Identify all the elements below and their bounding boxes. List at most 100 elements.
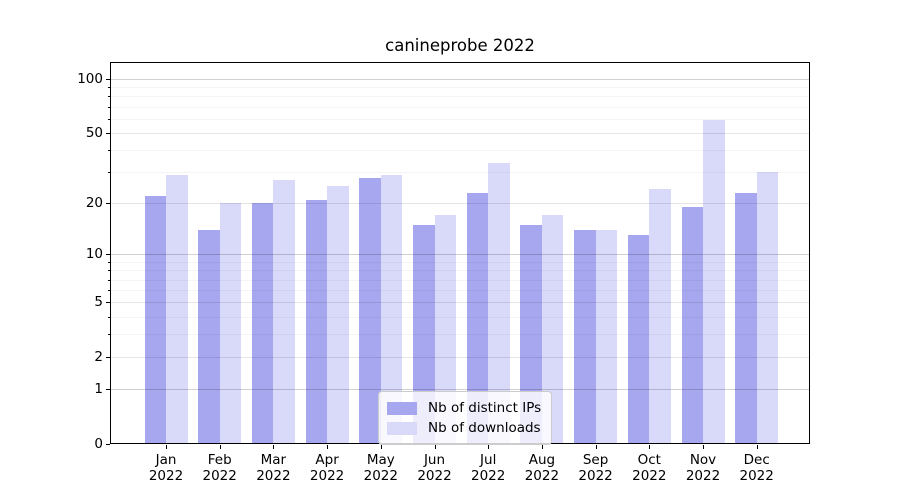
y-gridline-minor — [110, 316, 810, 318]
x-tick-mark — [649, 445, 651, 449]
y-tick-mark-minor — [107, 334, 110, 336]
bar-nb-of-downloads-apr-2022 — [327, 186, 349, 444]
x-tick-mark — [756, 445, 758, 449]
y-gridline-minor — [110, 334, 810, 336]
bar-nb-of-distinct-ips-nov-2022 — [681, 207, 703, 444]
bar-nb-of-distinct-ips-jun-2022 — [413, 224, 435, 444]
bar-nb-of-distinct-ips-may-2022 — [359, 177, 381, 444]
y-tick-mark — [106, 133, 110, 135]
y-gridline-major — [110, 203, 810, 205]
legend-swatch-distinct-ips — [387, 401, 417, 415]
bar-nb-of-distinct-ips-sep-2022 — [574, 229, 596, 444]
y-gridline-minor — [110, 290, 810, 292]
x-tick-label: Aug 2022 — [524, 452, 560, 484]
y-gridline-minor — [110, 270, 810, 272]
bar-nb-of-downloads-jul-2022 — [488, 162, 510, 444]
bar-nb-of-downloads-oct-2022 — [649, 189, 671, 444]
y-tick-mark-minor — [107, 118, 110, 120]
bar-nb-of-distinct-ips-mar-2022 — [251, 203, 274, 444]
y-tick-mark-minor — [107, 150, 110, 152]
y-gridline-major — [110, 133, 810, 135]
legend-label-distinct-ips: Nb of distinct IPs — [428, 400, 542, 416]
bar-nb-of-downloads-jan-2022 — [166, 175, 188, 444]
y-tick-mark-minor — [107, 261, 110, 263]
y-tick-mark — [106, 389, 110, 391]
y-tick-label: 50 — [85, 125, 103, 142]
bar-nb-of-downloads-nov-2022 — [703, 120, 725, 444]
bar-nb-of-downloads-may-2022 — [380, 175, 403, 444]
y-gridline-minor — [110, 279, 810, 281]
y-tick-mark-minor — [107, 172, 110, 174]
y-tick-mark-minor — [107, 96, 110, 98]
y-tick-mark-minor — [107, 316, 110, 318]
y-gridline-minor — [110, 106, 810, 108]
bar-nb-of-downloads-jun-2022 — [434, 215, 456, 444]
x-tick-label: Dec 2022 — [739, 452, 774, 484]
y-gridline-minor — [110, 96, 810, 98]
legend-item-distinct-ips: Nb of distinct IPs — [387, 398, 541, 418]
x-tick-mark — [273, 445, 275, 449]
y-tick-label: 10 — [85, 246, 103, 263]
x-tick-mark — [703, 445, 704, 449]
x-tick-label: Jul 2022 — [471, 452, 506, 484]
bar-nb-of-downloads-aug-2022 — [541, 215, 564, 444]
bar-nb-of-distinct-ips-oct-2022 — [627, 235, 650, 444]
legend-label-downloads: Nb of downloads — [428, 420, 541, 436]
x-tick-mark — [541, 445, 543, 449]
bar-nb-of-distinct-ips-jul-2022 — [466, 192, 489, 444]
legend-swatch-downloads — [387, 421, 417, 435]
y-gridline-major — [110, 389, 810, 391]
legend-item-downloads: Nb of downloads — [387, 418, 541, 438]
y-tick-mark — [106, 357, 110, 359]
y-tick-mark — [106, 302, 110, 304]
y-tick-mark — [106, 79, 110, 80]
x-tick-mark — [488, 445, 490, 449]
y-tick-mark — [106, 203, 110, 205]
x-tick-label: Sep 2022 — [578, 452, 613, 484]
y-tick-mark-minor — [107, 106, 110, 108]
y-gridline-minor — [110, 150, 810, 152]
x-tick-mark — [434, 445, 436, 449]
bar-nb-of-downloads-sep-2022 — [595, 229, 618, 444]
y-gridline-major — [110, 302, 810, 304]
x-tick-label: May 2022 — [363, 452, 398, 484]
x-tick-mark — [166, 445, 167, 449]
chart-title: canineprobe 2022 — [385, 36, 535, 55]
y-gridline-major — [110, 357, 810, 359]
y-tick-mark — [106, 254, 110, 256]
x-tick-label: Apr 2022 — [309, 452, 345, 484]
x-tick-mark — [595, 445, 597, 449]
x-tick-label: Nov 2022 — [685, 452, 721, 484]
x-tick-label: Jun 2022 — [417, 452, 452, 484]
x-tick-label: Oct 2022 — [632, 452, 667, 484]
y-tick-mark-minor — [107, 290, 110, 292]
legend: Nb of distinct IPs Nb of downloads — [378, 391, 553, 445]
y-tick-label: 0 — [94, 436, 103, 452]
y-gridline-major — [110, 79, 810, 80]
bar-nb-of-distinct-ips-feb-2022 — [198, 229, 220, 444]
y-gridline-major — [110, 254, 810, 256]
bar-nb-of-distinct-ips-jan-2022 — [144, 196, 166, 444]
x-tick-mark — [380, 445, 382, 449]
y-gridline-minor — [110, 87, 810, 89]
y-gridline-minor — [110, 118, 810, 120]
x-tick-mark — [327, 445, 329, 449]
y-tick-label: 2 — [94, 349, 103, 366]
x-tick-label: Jan 2022 — [148, 452, 184, 484]
y-tick-mark-minor — [107, 87, 110, 89]
y-tick-label: 20 — [85, 195, 103, 212]
x-tick-label: Feb 2022 — [202, 452, 237, 484]
bar-nb-of-downloads-mar-2022 — [273, 180, 295, 444]
bar-nb-of-downloads-dec-2022 — [756, 172, 779, 444]
y-tick-label: 100 — [77, 71, 103, 87]
x-tick-label: Mar 2022 — [256, 452, 291, 484]
y-tick-mark-minor — [107, 270, 110, 272]
y-gridline-minor — [110, 172, 810, 174]
x-tick-mark — [219, 445, 221, 449]
y-tick-label: 5 — [94, 294, 103, 311]
bar-nb-of-distinct-ips-dec-2022 — [735, 192, 757, 444]
y-tick-label: 1 — [94, 381, 103, 398]
bar-nb-of-downloads-feb-2022 — [219, 203, 242, 444]
bar-nb-of-distinct-ips-aug-2022 — [520, 224, 542, 444]
y-tick-mark-minor — [107, 279, 110, 281]
